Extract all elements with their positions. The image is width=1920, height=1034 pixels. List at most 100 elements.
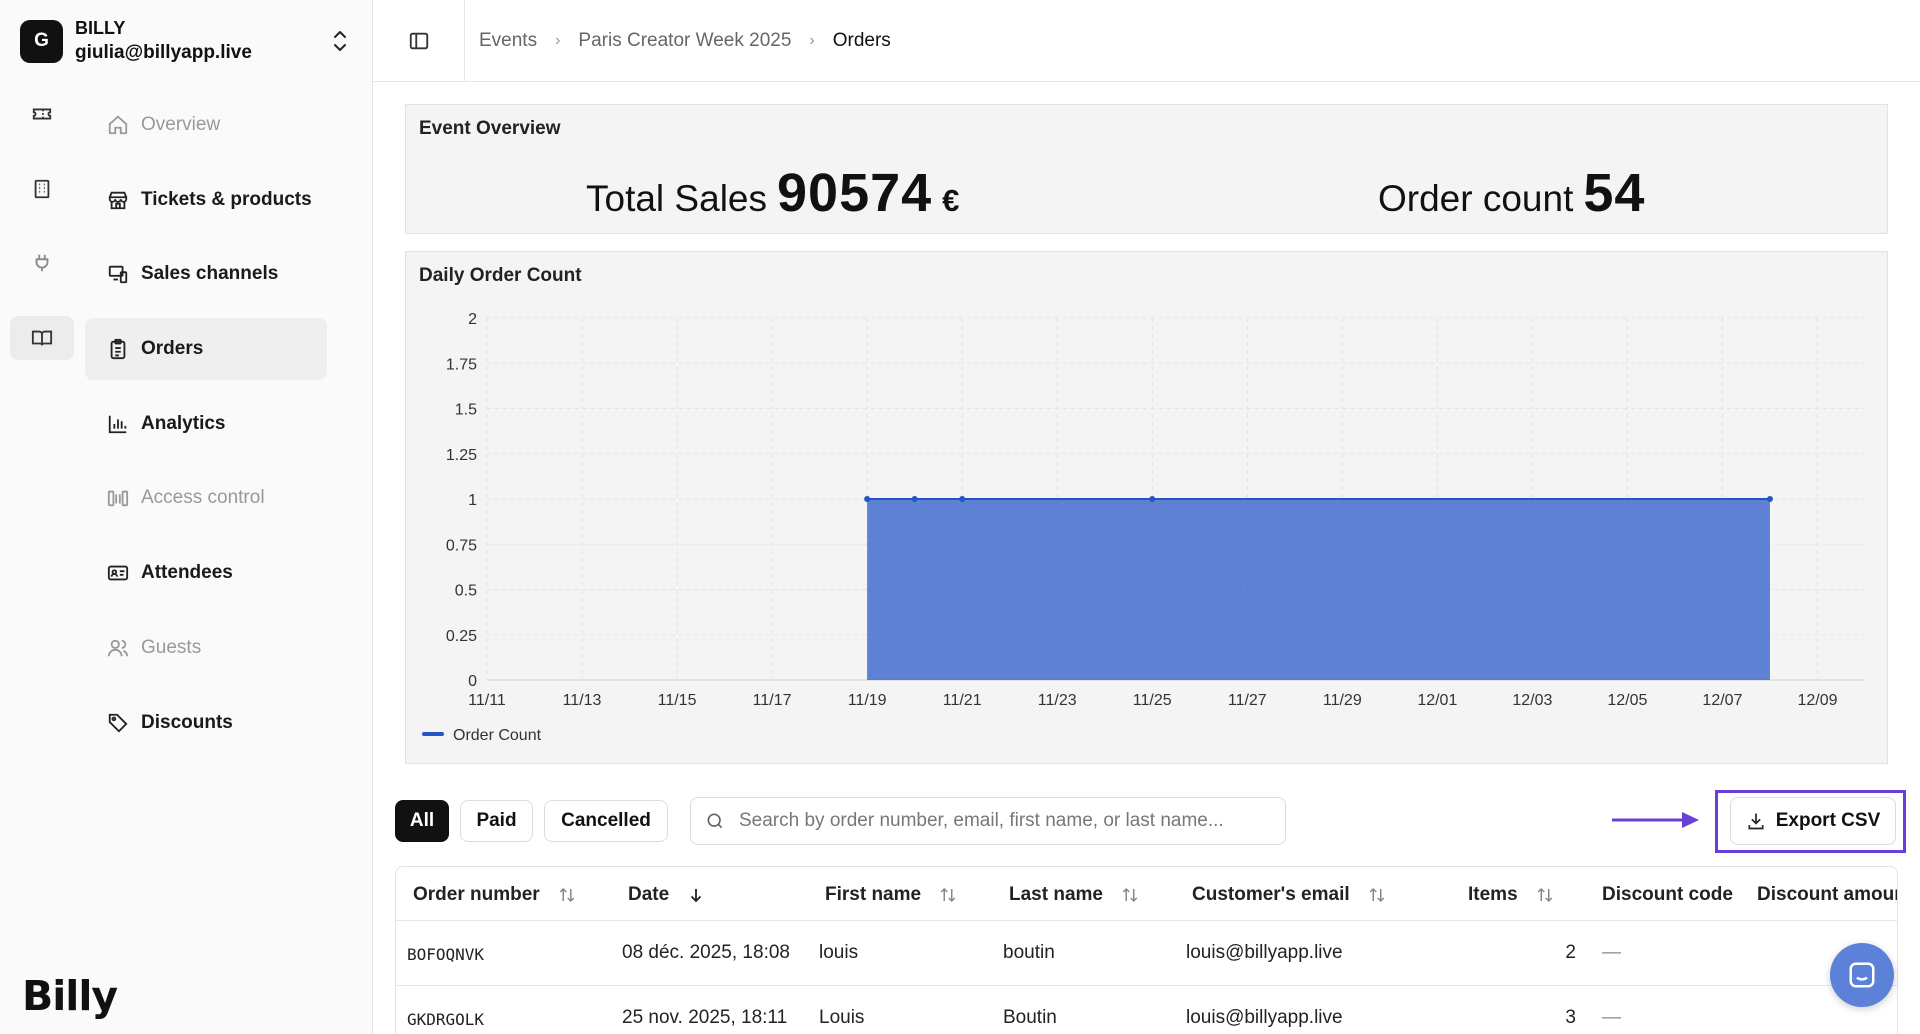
column-order-number[interactable]: Order number bbox=[413, 884, 576, 906]
sidebar-toggle-icon bbox=[409, 32, 428, 49]
ticket-icon bbox=[32, 108, 52, 120]
breadcrumb-events[interactable]: Events bbox=[479, 29, 538, 51]
table-row[interactable]: GKDRGOLK 25 nov. 2025, 18:11 Louis Bouti… bbox=[396, 986, 1897, 1034]
x-tick-label: 11/27 bbox=[1228, 692, 1267, 709]
y-tick-label: 0.75 bbox=[446, 537, 477, 554]
column-items[interactable]: Items bbox=[1468, 884, 1554, 906]
cell-discount-code: — bbox=[1602, 1007, 1621, 1028]
chat-launcher-button[interactable] bbox=[1830, 943, 1894, 1007]
data-point bbox=[864, 496, 871, 502]
top-bar: Events › Paris Creator Week 2025 › Order… bbox=[373, 0, 1920, 82]
rail-item-integrations[interactable] bbox=[10, 241, 74, 285]
y-tick-label: 1.25 bbox=[446, 447, 477, 464]
cell-order-number: BOFOQNVK bbox=[407, 945, 485, 964]
column-first-name[interactable]: First name bbox=[825, 884, 957, 906]
nav-item-analytics[interactable]: Analytics bbox=[85, 393, 327, 455]
sort-icon bbox=[559, 887, 574, 903]
sort-desc-icon bbox=[691, 889, 702, 903]
export-label: Export CSV bbox=[1775, 810, 1881, 831]
devices-icon bbox=[108, 266, 128, 284]
table-header: Order number Date First name Last name C… bbox=[396, 867, 1897, 921]
rail-item-docs[interactable] bbox=[10, 315, 74, 360]
data-point bbox=[1766, 496, 1773, 502]
plug-icon bbox=[35, 254, 49, 272]
y-tick-label: 0.5 bbox=[455, 583, 477, 600]
x-tick-label: 11/15 bbox=[658, 692, 697, 709]
column-last-name[interactable]: Last name bbox=[1009, 884, 1139, 906]
cell-date: 25 nov. 2025, 18:11 bbox=[622, 1007, 788, 1028]
kpi-value: 90574 bbox=[777, 163, 933, 223]
filter-paid[interactable]: Paid bbox=[460, 800, 533, 842]
cell-items: 3 bbox=[1565, 1007, 1576, 1028]
nav-item-overview[interactable]: Overview bbox=[85, 94, 327, 156]
x-tick-label: 11/23 bbox=[1038, 692, 1077, 709]
breadcrumb: Events › Paris Creator Week 2025 › Order… bbox=[479, 30, 891, 52]
y-tick-label: 1.5 bbox=[455, 402, 477, 419]
nav-item-sales-channels[interactable]: Sales channels bbox=[85, 243, 327, 305]
nav-item-access-control[interactable]: Access control bbox=[85, 467, 327, 529]
x-tick-label: 12/09 bbox=[1797, 692, 1837, 709]
x-tick-label: 11/21 bbox=[943, 692, 982, 709]
export-highlight-frame bbox=[1715, 790, 1906, 853]
data-point bbox=[911, 496, 918, 502]
order-count-kpi: Order count 54 bbox=[1378, 162, 1645, 224]
cell-date: 08 déc. 2025, 18:08 bbox=[622, 942, 790, 963]
nav-label: Analytics bbox=[141, 412, 226, 434]
y-tick-label: 1.75 bbox=[446, 356, 477, 373]
search-field[interactable] bbox=[690, 797, 1286, 845]
nav-label: Attendees bbox=[141, 562, 233, 584]
account-name: BILLY bbox=[75, 18, 126, 39]
rail-item-events[interactable] bbox=[10, 92, 74, 136]
kpi-label: Total Sales bbox=[586, 178, 767, 219]
search-input[interactable] bbox=[739, 810, 1279, 832]
export-csv-button[interactable]: Export CSV bbox=[1730, 797, 1896, 845]
cell-email: louis@billyapp.live bbox=[1186, 942, 1343, 963]
nav-item-attendees[interactable]: Attendees bbox=[85, 542, 327, 604]
nav-label: Overview bbox=[141, 114, 221, 135]
daily-order-count-chart: 0 0.25 0.5 0.75 1 1.25 1.5 1.75 2 11/11 11/13 11/15… bbox=[422, 311, 1865, 744]
search-icon bbox=[707, 813, 723, 829]
account-switcher[interactable]: G BILLY giulia@billyapp.live bbox=[20, 16, 356, 66]
account-email: giulia@billyapp.live bbox=[75, 42, 252, 64]
x-tick-label: 11/25 bbox=[1133, 692, 1172, 709]
x-tick-label: 11/19 bbox=[848, 692, 887, 709]
nav-item-discounts[interactable]: Discounts bbox=[85, 692, 327, 754]
cell-order-number: GKDRGOLK bbox=[407, 1010, 485, 1029]
nav-item-tickets-products[interactable]: Tickets & products bbox=[85, 169, 327, 231]
daily-order-count-panel: Daily Order Count 0 0.25 0.5 0.75 1 1.25 1.5 1.… bbox=[405, 251, 1888, 764]
sidebar: G BILLY giulia@billyapp.live Overview Ti… bbox=[0, 0, 373, 1034]
breadcrumb-event[interactable]: Paris Creator Week 2025 bbox=[578, 29, 792, 51]
cell-first-name: Louis bbox=[819, 1007, 865, 1028]
y-tick-label: 2 bbox=[468, 311, 477, 328]
filter-all[interactable]: All bbox=[395, 800, 449, 842]
bar-chart-icon bbox=[108, 415, 127, 433]
chat-icon bbox=[1849, 962, 1875, 988]
sidebar-toggle-button[interactable] bbox=[373, 0, 465, 82]
column-email[interactable]: Customer's email bbox=[1192, 884, 1386, 906]
nav-item-guests[interactable]: Guests bbox=[85, 617, 327, 679]
x-tick-label: 11/29 bbox=[1323, 692, 1362, 709]
cell-email: louis@billyapp.live bbox=[1186, 1007, 1343, 1028]
nav-item-orders[interactable]: Orders bbox=[85, 318, 327, 381]
x-tick-label: 12/03 bbox=[1512, 692, 1552, 709]
column-date[interactable]: Date bbox=[628, 884, 705, 906]
chevron-right-icon: › bbox=[555, 31, 561, 49]
column-discount-amount[interactable]: Discount amour bbox=[1757, 884, 1898, 905]
arrow-right-icon bbox=[1612, 812, 1699, 828]
rail-item-organization[interactable] bbox=[10, 167, 74, 211]
cell-discount-code: — bbox=[1602, 942, 1621, 963]
total-sales-kpi: Total Sales 90574 € bbox=[586, 162, 959, 224]
series-area bbox=[867, 499, 1770, 680]
column-discount-code[interactable]: Discount code bbox=[1602, 884, 1733, 905]
data-point bbox=[1149, 496, 1156, 502]
nav-label: Access control bbox=[141, 487, 265, 509]
avatar: G bbox=[20, 19, 63, 63]
filter-cancelled[interactable]: Cancelled bbox=[544, 800, 668, 842]
kpi-unit: € bbox=[942, 183, 960, 218]
panel-title: Event Overview bbox=[419, 118, 561, 139]
table-row[interactable]: BOFOQNVK 08 déc. 2025, 18:08 louis bouti… bbox=[396, 921, 1897, 986]
tag-icon bbox=[108, 713, 128, 733]
nav-label: Discounts bbox=[141, 711, 233, 733]
sort-icon bbox=[940, 887, 956, 903]
cell-first-name: louis bbox=[819, 942, 859, 963]
